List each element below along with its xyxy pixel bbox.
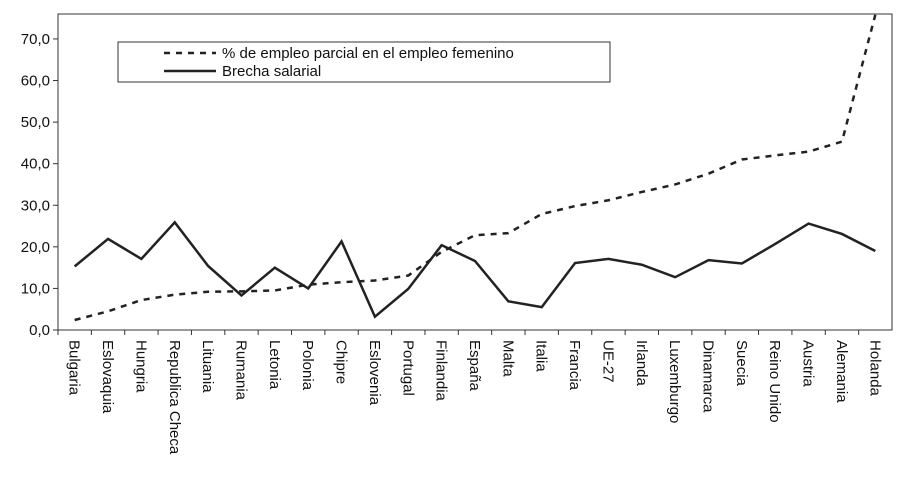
x-tick-label: Rumania [232,340,249,401]
x-tick-label: Letonia [266,340,283,390]
x-tick-label: Bulgaria [66,340,83,396]
x-tick-label: Francia [566,340,583,391]
x-tick-label: Republica Checa [166,340,183,455]
line-series [73,220,876,319]
y-tick-label: 50,0 [21,114,50,131]
y-tick-label: 60,0 [21,73,50,90]
x-tick-label: Alemania [833,340,850,403]
legend-box [117,41,611,83]
x-tick-label: Polonia [299,340,316,391]
x-tick-label: Portugal [399,340,416,396]
y-tick-label: 10,0 [21,280,50,297]
x-tick-label: UE-27 [599,340,616,383]
y-tick-label: 40,0 [21,156,50,173]
x-tick-label: Luxemburgo [666,340,683,423]
x-tick-label: Holanda [866,340,883,397]
x-tick-label: Chipre [333,340,350,384]
x-tick-label: Austria [800,340,817,387]
x-tick-label: Suecia [733,340,750,387]
y-tick-label: 30,0 [21,197,50,214]
legend-label: Brecha salarial [222,63,321,80]
x-tick-label: Lituania [199,340,216,393]
x-tick-label: Italia [533,340,550,372]
x-tick-label: Hungria [132,340,149,393]
x-tick-label: Eslovenia [366,340,383,406]
x-tick-label: Malta [499,340,516,377]
x-tick-label: Irlanda [633,340,650,387]
x-tick-label: España [466,340,483,392]
x-tick-label: Reino Unido [766,340,783,423]
x-tick-label: Eslovaquia [99,340,116,414]
legend-label: % de empleo parcial en el empleo femenin… [222,45,514,62]
x-tick-label: Finlandia [433,340,450,402]
y-tick-label: 0,0 [29,322,50,339]
x-tick-label: Dinamarca [700,340,717,413]
y-tick-label: 20,0 [21,239,50,256]
line-series [74,14,877,322]
y-tick-label: 70,0 [21,31,50,48]
